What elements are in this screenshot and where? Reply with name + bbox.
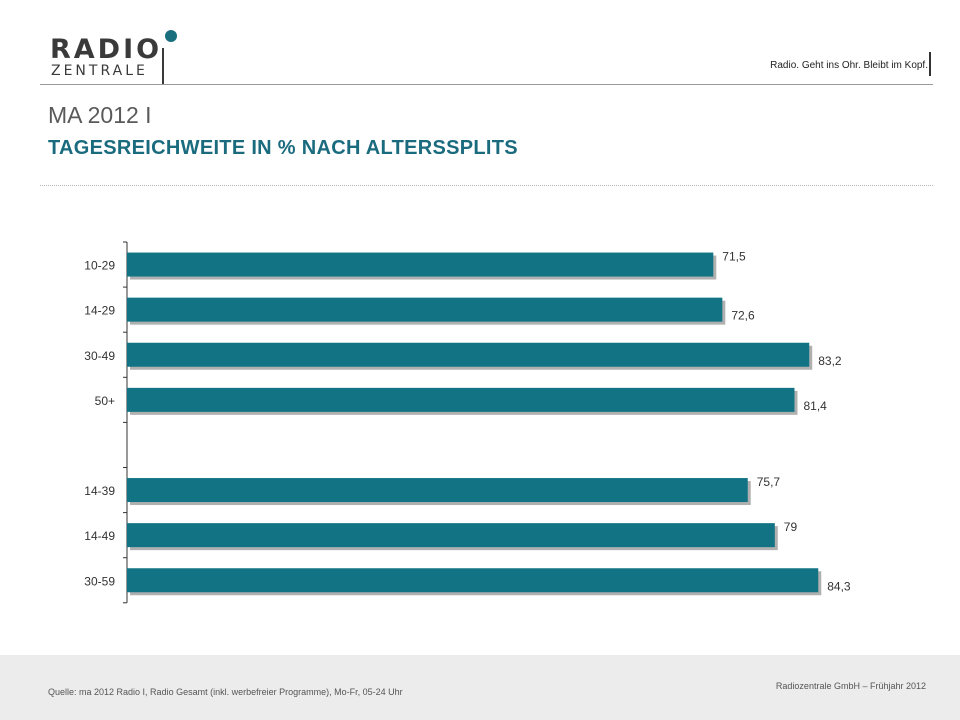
category-label: 30-59 [84, 574, 115, 588]
tagline-divider [929, 52, 931, 76]
header-rule [40, 84, 933, 85]
category-label: 14-49 [84, 529, 115, 543]
page-subtitle: TAGESREICHWEITE IN % NACH ALTERSSPLITS [48, 137, 518, 159]
logo-text-zentrale: ZENTRALE [51, 63, 148, 79]
bar-30-49 [127, 342, 810, 367]
tagline: Radio. Geht ins Ohr. Bleibt im Kopf. [770, 60, 928, 71]
bar-50+ [127, 387, 795, 412]
bar-10-29 [127, 252, 714, 277]
copyright-note: Radiozentrale GmbH – Frühjahr 2012 [775, 681, 926, 691]
page-title: MA 2012 I [48, 102, 152, 128]
data-label: 84,3 [827, 579, 851, 593]
bar-30-59 [127, 568, 819, 593]
radiozentrale-logo: RADIO ZENTRALE [50, 28, 190, 84]
category-label: 10-29 [84, 259, 115, 273]
bar-14-49 [127, 523, 775, 548]
category-label: 14-39 [84, 484, 115, 498]
logo-text-radio: RADIO [50, 34, 163, 65]
data-label: 83,2 [818, 354, 842, 368]
data-label: 81,4 [803, 399, 827, 413]
data-label: 79 [784, 520, 798, 534]
bar-14-29 [127, 297, 723, 322]
category-label: 50+ [95, 394, 115, 408]
data-label: 72,6 [731, 309, 755, 323]
logo-dot-icon [165, 30, 177, 42]
source-note: Quelle: ma 2012 Radio I, Radio Gesamt (i… [48, 687, 403, 697]
title-divider [40, 185, 933, 186]
category-label: 14-29 [84, 304, 115, 318]
category-label: 30-49 [84, 349, 115, 363]
data-label: 71,5 [722, 250, 746, 264]
bar-14-39 [127, 478, 748, 503]
logo-bar-icon [162, 48, 164, 84]
footer: Quelle: ma 2012 Radio I, Radio Gesamt (i… [0, 655, 960, 720]
data-label: 75,7 [757, 475, 781, 489]
